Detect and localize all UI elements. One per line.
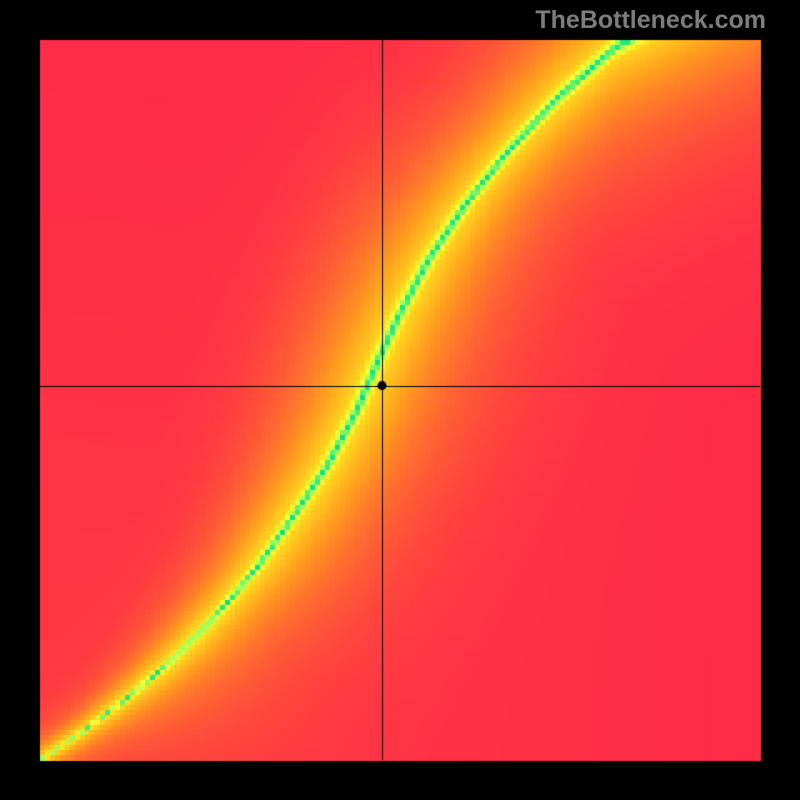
chart-stage: TheBottleneck.com [0, 0, 800, 800]
watermark-label: TheBottleneck.com [535, 6, 766, 35]
bottleneck-heatmap [0, 0, 800, 800]
